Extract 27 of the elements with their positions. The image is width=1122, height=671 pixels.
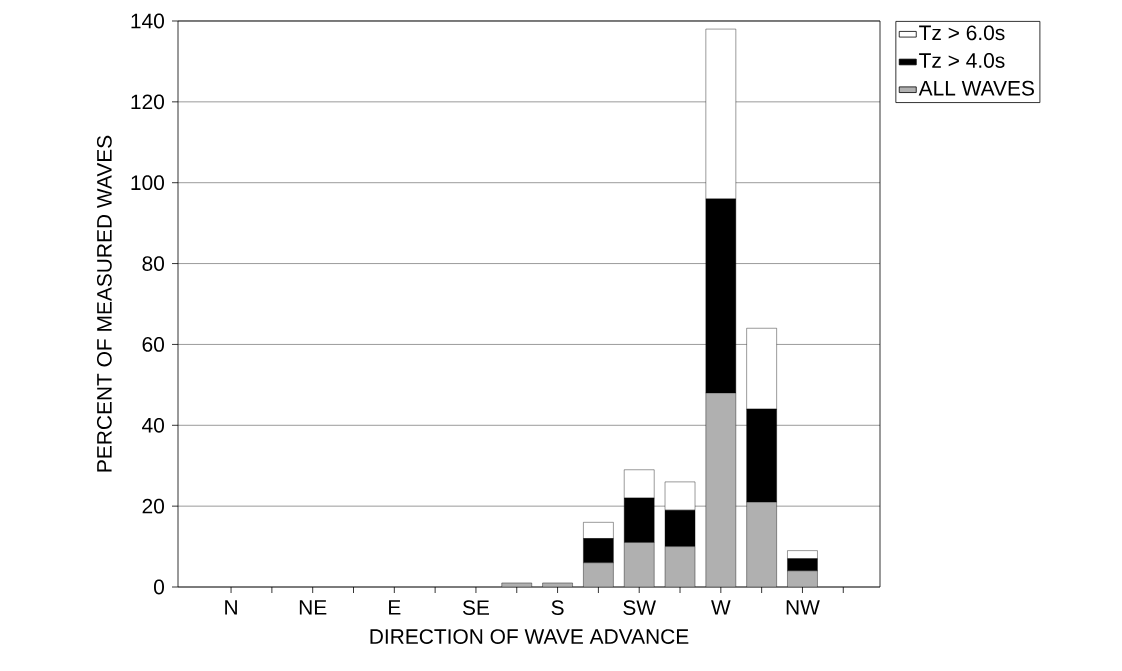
bar (787, 570, 818, 587)
legend-label: Tz > 4.0s (919, 53, 1005, 68)
x-tick-label: S (551, 600, 564, 615)
x-axis-title: DIRECTION OF WAVE ADVANCE (370, 629, 689, 644)
y-tick-label: 80 (142, 256, 164, 271)
y-tick-label: 0 (154, 579, 165, 595)
y-tick-label: 40 (142, 417, 164, 433)
bar (664, 546, 696, 587)
x-tick-label: NE (299, 600, 327, 615)
x-tick-label: SE (462, 600, 490, 615)
bar (746, 501, 777, 587)
y-axis-title: PERCENT OF MEASURED WAVES (96, 135, 112, 472)
legend-label: Tz > 6.0s (919, 25, 1005, 41)
bar (583, 562, 614, 587)
bar (624, 542, 655, 587)
bar (705, 392, 737, 587)
x-tick-label: W (711, 600, 731, 615)
x-tick-label: E (389, 600, 401, 615)
y-tick-label: 60 (142, 337, 164, 352)
y-tick-label: 140 (131, 13, 164, 29)
x-tick-label: NW (786, 600, 820, 615)
y-tick-label: 100 (131, 175, 164, 191)
legend-label: ALL WAVES (918, 80, 1034, 96)
y-tick-label: 120 (131, 94, 164, 110)
x-tick-label: SW (623, 600, 656, 615)
y-tick-label: 20 (142, 498, 164, 514)
x-tick-label: N (225, 600, 237, 615)
